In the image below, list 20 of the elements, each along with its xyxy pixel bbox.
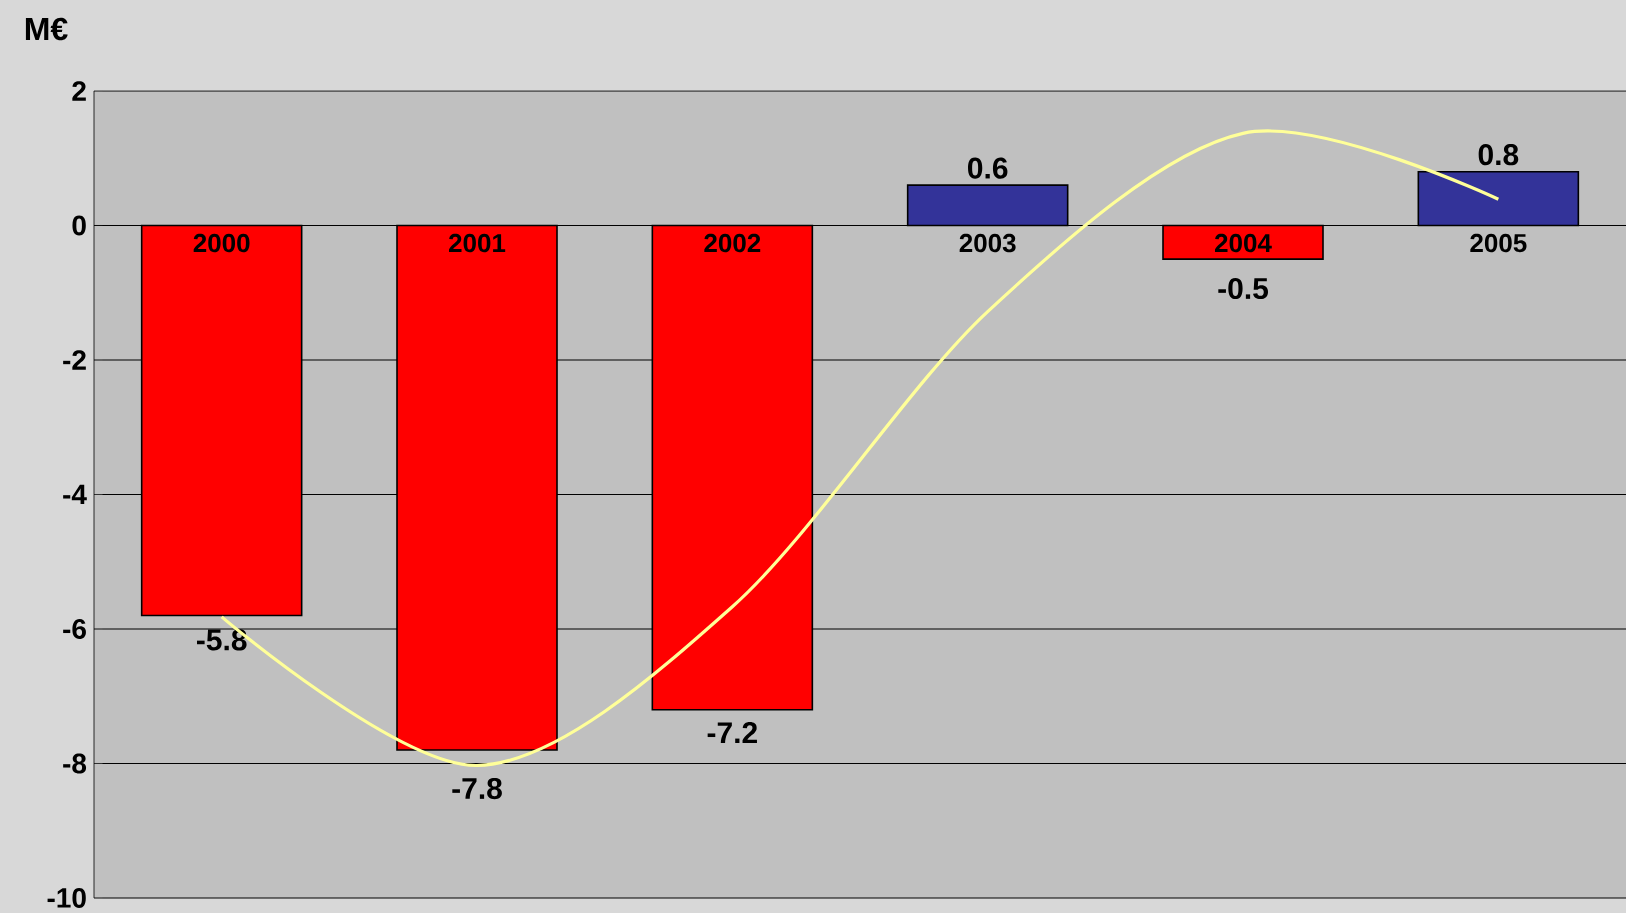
x-tick-label: 2005	[1470, 233, 1527, 253]
y-tick-label: -6	[63, 619, 86, 639]
data-label: -5.8	[196, 629, 247, 651]
x-tick-label: 2000	[193, 233, 250, 253]
data-label: -0.5	[1218, 277, 1269, 300]
y-tick-label: 2	[72, 81, 86, 101]
data-label: 0.8	[1478, 144, 1519, 166]
y-axis-title: M€	[25, 17, 68, 41]
y-tick-label: -8	[63, 753, 87, 774]
x-tick-label: 2004	[1215, 233, 1272, 253]
y-tick-label: 0	[72, 215, 86, 236]
x-tick-label: 2001	[449, 233, 506, 253]
x-tick-label: 2002	[704, 233, 761, 253]
y-tick-label: -2	[63, 350, 86, 370]
x-tick-label: 2003	[959, 233, 1016, 253]
y-tick-label: -4	[63, 484, 87, 505]
data-label: -7.2	[707, 722, 757, 744]
data-label: -7.8	[452, 777, 502, 800]
data-label: 0.6	[968, 157, 1008, 179]
y-tick-label: -10	[47, 888, 86, 908]
